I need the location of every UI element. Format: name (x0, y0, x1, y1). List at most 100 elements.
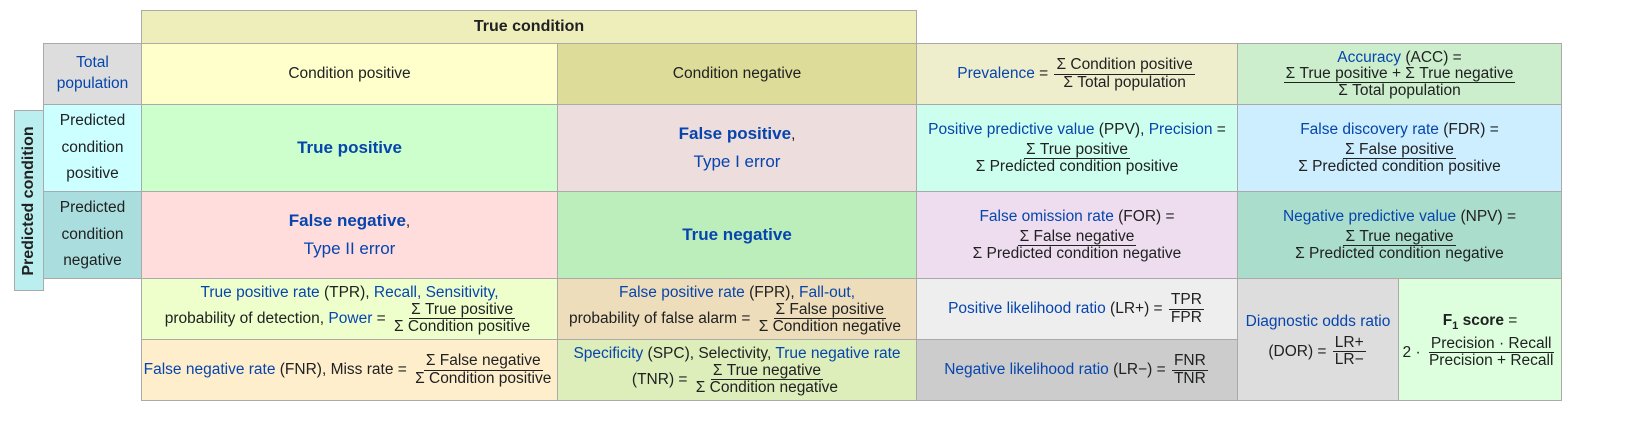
fpr-cell: False positive rate (FPR), Fall-out, pro… (557, 278, 917, 340)
npv-numerator: Σ True negative (1343, 227, 1456, 247)
ppv-fraction: Σ True positive Σ Predicted condition pos… (974, 141, 1181, 176)
fpr-link[interactable]: False positive rate (618, 283, 745, 301)
f1-numerator: Precision · Recall (1428, 335, 1554, 354)
condition-positive-header: Condition positive (141, 43, 558, 105)
tnr-equals: (TNR) = (631, 370, 692, 388)
lr-positive-link[interactable]: Positive likelihood ratio (948, 300, 1106, 318)
ppv-equals: = (1212, 120, 1226, 138)
prevalence-link[interactable]: Prevalence (957, 65, 1035, 83)
recall-link[interactable]: Recall (373, 283, 417, 301)
fall-out-link[interactable]: Fall-out (799, 283, 851, 301)
for-link[interactable]: False omission rate (979, 207, 1114, 225)
fdr-abbr: (FDR) = (1438, 120, 1499, 138)
false-negative-link[interactable]: False negative (288, 210, 406, 230)
fnr-abbr: (FNR), Miss rate = (275, 361, 412, 379)
pred-negative-line-2: condition (61, 225, 124, 243)
total-population-line-1: Total (76, 54, 109, 72)
f1-fraction: Precision · Recall Precision + Recall (1427, 335, 1555, 370)
for-denominator: Σ Predicted condition negative (972, 245, 1182, 263)
tpr-comma: , (494, 283, 499, 301)
probability-of-false-alarm-label: probability of false alarm = (569, 309, 755, 327)
f1-score-word: score (1458, 312, 1504, 330)
npv-abbr: (NPV) = (1456, 207, 1517, 225)
lr-positive-cell: Positive likelihood ratio (LR+) = TPR FPR (916, 278, 1238, 340)
dor-abbr: (DOR) = (1268, 342, 1331, 360)
total-population-cell: Total population (43, 43, 142, 105)
ppv-cell: Positive predictive value (PPV), Precisi… (916, 104, 1238, 192)
fnr-fraction: Σ False negative Σ Condition positive (413, 352, 553, 387)
fnr-link[interactable]: False negative rate (143, 361, 276, 379)
for-fraction: Σ False negative Σ Predicted condition ne… (971, 228, 1184, 263)
f1-equals: = (1503, 312, 1518, 330)
true-condition-header: True condition (141, 10, 917, 44)
fdr-link[interactable]: False discovery rate (1300, 120, 1439, 138)
lr-positive-abbr: (LR+) = (1105, 300, 1167, 318)
f1-score-link[interactable]: F1 score (1442, 312, 1504, 333)
tpr-numerator: Σ True positive (409, 300, 516, 320)
prevalence-equals: = (1034, 65, 1053, 83)
accuracy-abbr: (ACC) = (1401, 48, 1462, 66)
tpr-denominator: Σ Condition positive (394, 318, 531, 336)
tpr-abbr: (TPR), (319, 283, 374, 301)
lr-positive-denominator: FPR (1170, 308, 1202, 326)
false-negative-cell: False negative, Type II error (141, 191, 558, 279)
fdr-fraction: Σ False positive Σ Predicted condition po… (1296, 140, 1503, 176)
predicted-condition-positive-header: Predicted condition positive (43, 104, 142, 192)
total-population-link[interactable]: Total population (57, 53, 129, 95)
prevalence-denominator: Σ Total population (1063, 73, 1186, 91)
true-negative-link[interactable]: True negative (682, 224, 792, 244)
true-positive-cell: True positive (141, 104, 558, 192)
type-i-error-link[interactable]: Type I error (693, 152, 781, 171)
fnr-numerator: Σ False negative (423, 352, 543, 371)
total-population-line-2: population (56, 75, 129, 92)
f1-prefix: 2 · (1402, 343, 1425, 361)
precision-link[interactable]: Precision (1148, 120, 1213, 138)
lr-positive-fraction: TPR FPR (1168, 291, 1204, 326)
ppv-denominator: Σ Predicted condition positive (975, 158, 1179, 176)
true-negative-rate-link[interactable]: True negative rate (775, 344, 901, 362)
accuracy-link[interactable]: Accuracy (1337, 48, 1402, 66)
condition-negative-label: Condition negative (672, 64, 802, 82)
lr-negative-fraction: FNR TNR (1171, 352, 1208, 387)
dor-link[interactable]: Diagnostic odds ratio (1245, 313, 1391, 331)
lr-negative-abbr: (LR−) = (1108, 361, 1170, 379)
npv-link[interactable]: Negative predictive value (1282, 207, 1457, 225)
lr-negative-denominator: TNR (1173, 369, 1206, 387)
lr-negative-link[interactable]: Negative likelihood ratio (944, 361, 1109, 379)
fdr-numerator: Σ False positive (1343, 140, 1456, 160)
tpr-link[interactable]: True positive rate (200, 283, 320, 301)
f1-subscript: 1 (1452, 320, 1459, 333)
condition-positive-label: Condition positive (288, 64, 411, 82)
false-positive-cell: False positive, Type I error (557, 104, 917, 192)
tpr-cell: True positive rate (TPR), Recall, Sensit… (141, 278, 558, 340)
tnr-cell: Specificity (SPC), Selectivity, True neg… (557, 339, 917, 401)
pred-positive-line-2: condition (61, 138, 124, 156)
type-ii-error-link[interactable]: Type II error (303, 239, 396, 258)
fdr-denominator: Σ Predicted condition positive (1298, 158, 1501, 176)
f1-denominator: Precision + Recall (1428, 352, 1554, 370)
accuracy-cell: Accuracy (ACC) = Σ True positive + Σ Tru… (1237, 43, 1562, 105)
prevalence-fraction: Σ Condition positive Σ Total population (1054, 56, 1195, 91)
false-positive-comma: , (791, 125, 796, 143)
f1-letter: F (1442, 312, 1453, 330)
fpr-numerator: Σ False positive (773, 300, 887, 320)
dor-cell: Diagnostic odds ratio (DOR) = LR+ LR− (1237, 278, 1399, 401)
true-positive-link[interactable]: True positive (297, 137, 402, 157)
npv-denominator: Σ Predicted condition negative (1295, 245, 1504, 263)
accuracy-fraction: Σ True positive + Σ True negative Σ Total… (1283, 65, 1516, 100)
pred-positive-line-1: Predicted (59, 112, 126, 130)
fnr-denominator: Σ Condition positive (415, 369, 552, 387)
false-negative-comma: , (405, 212, 411, 230)
tnr-fraction: Σ True negative Σ Condition negative (694, 361, 840, 397)
condition-negative-header: Condition negative (557, 43, 917, 105)
lr-negative-cell: Negative likelihood ratio (LR−) = FNR TNR (916, 339, 1238, 401)
ppv-link[interactable]: Positive predictive value (928, 120, 1095, 138)
npv-fraction: Σ True negative Σ Predicted condition neg… (1293, 227, 1506, 263)
specificity-link[interactable]: Specificity (573, 344, 644, 362)
power-link[interactable]: Power (328, 309, 373, 327)
false-positive-link[interactable]: False positive (678, 123, 792, 143)
lr-negative-numerator: FNR (1171, 352, 1208, 371)
tnr-numerator: Σ True negative (710, 361, 823, 381)
accuracy-denominator: Σ Total population (1338, 82, 1461, 100)
sensitivity-link[interactable]: Sensitivity (425, 283, 495, 301)
